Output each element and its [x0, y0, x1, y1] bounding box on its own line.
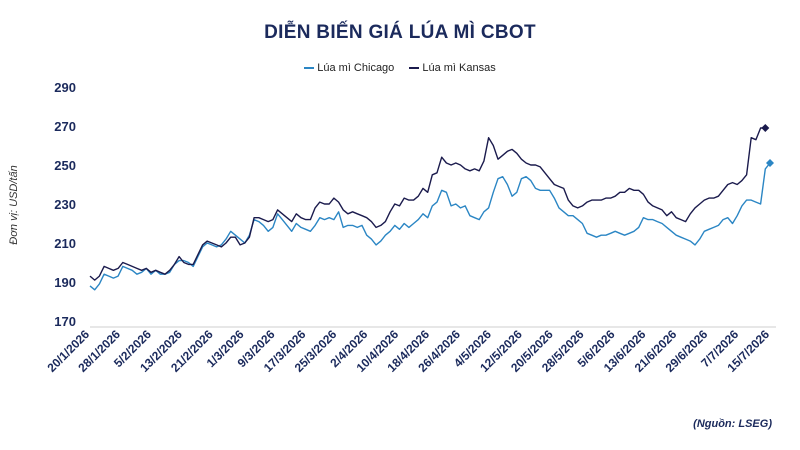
y-tick-label: 210: [54, 236, 76, 251]
legend-item-chicago: Lúa mì Chicago: [304, 62, 394, 74]
y-tick-label: 290: [54, 80, 76, 95]
series-end-marker-0: [766, 159, 774, 168]
y-tick-label: 230: [54, 197, 76, 212]
legend-swatch-kansas: [409, 67, 420, 70]
y-tick-label: 190: [54, 275, 76, 290]
legend-item-kansas: Lúa mì Kansas: [409, 62, 496, 74]
chart-legend: Lúa mì Chicago Lúa mì Kansas: [0, 62, 800, 74]
y-tick-label: 270: [54, 119, 76, 134]
legend-label-chicago: Lúa mì Chicago: [317, 62, 395, 74]
series-end-marker-1: [761, 123, 770, 132]
chart-title: DIỄN BIẾN GIÁ LÚA MÌ CBOT: [264, 22, 536, 43]
y-tick-label: 170: [54, 314, 76, 329]
legend-swatch-chicago: [304, 67, 315, 70]
y-tick-label: 250: [54, 158, 76, 173]
source-note: (Nguồn: LSEG): [693, 418, 772, 430]
series-line-1: [89, 127, 766, 281]
series-line-0: [89, 162, 771, 291]
legend-label-kansas: Lúa mì Kansas: [422, 62, 496, 74]
